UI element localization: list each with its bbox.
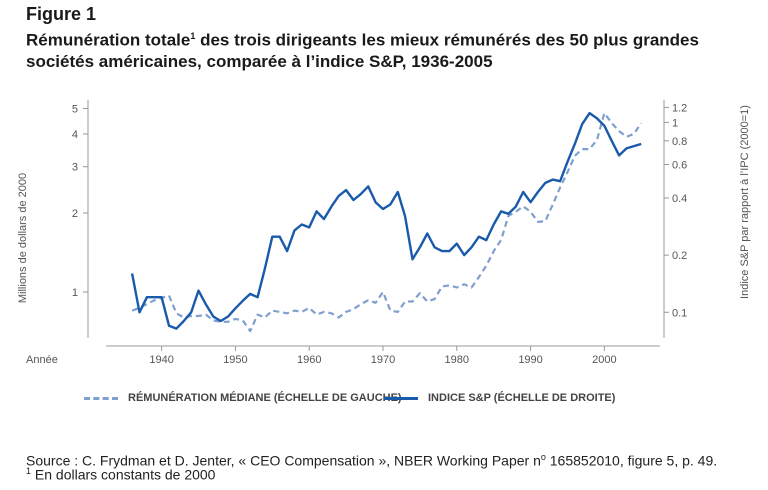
y-right-tick-label-1.2: 1.2 [672, 102, 687, 114]
y-right-tick-label-0.1: 0.1 [672, 307, 687, 319]
x-tick-label-1940: 1940 [149, 354, 173, 366]
source-part1: Source : C. Frydman et D. Jenter, « CEO … [26, 452, 541, 469]
title-part2: des trois dirigeants les mieux rémunérés… [26, 30, 699, 71]
legend-label-sp: INDICE S&P (ÉCHELLE DE DROITE) [428, 392, 616, 404]
legend-item-median: RÉMUNÉRATION MÉDIANE (ÉCHELLE DE GAUCHE) [84, 392, 402, 404]
figure-title: Rémunération totale1 des trois dirigeant… [26, 26, 746, 72]
legend-swatch-solid [384, 396, 418, 400]
x-tick-label-1960: 1960 [297, 354, 321, 366]
title-footnote-marker: 1 [190, 31, 196, 41]
axes: 1940 1950 1960 1970 1980 1990 2000 Année 1 2 3 4 5 0.… [26, 100, 687, 366]
series-layer [130, 111, 643, 333]
y-right-tick-label-0.4: 0.4 [672, 193, 687, 205]
line-chart: 1940 1950 1960 1970 1980 1990 2000 Année 1 2 3 4 5 0.… [26, 100, 687, 366]
x-tick-label-2000: 2000 [592, 354, 616, 366]
series-line-median [131, 111, 643, 333]
y-left-tick-label-3: 3 [72, 162, 78, 174]
y-right-tick-label-1: 1 [672, 117, 678, 129]
legend-item-sp: INDICE S&P (ÉCHELLE DE DROITE) [384, 392, 615, 404]
title-part1: Rémunération totale [26, 30, 191, 50]
figure-label: Figure 1 [26, 4, 97, 24]
footnote: 1 En dollars constants de 2000 [26, 466, 215, 483]
x-axis-label: Année [26, 354, 58, 366]
y-right-tick-label-0.6: 0.6 [672, 160, 687, 172]
footnote-marker: 1 [26, 466, 32, 476]
legend-label-median: RÉMUNÉRATION MÉDIANE (ÉCHELLE DE GAUCHE) [128, 392, 402, 404]
y-axis-right-label: Indice S&P par rapport à l’IPC (2000=1) [738, 105, 751, 299]
x-tick-label-1970: 1970 [371, 354, 395, 366]
y-left-tick-label-5: 5 [72, 103, 78, 115]
y-right-tick-label-0.2: 0.2 [672, 250, 687, 262]
y-left-tick-label-2: 2 [72, 208, 78, 220]
footnote-text: En dollars constants de 2000 [31, 466, 216, 483]
source-part2: 165852010, figure 5, p. 49. [545, 452, 718, 469]
source-note: Source : C. Frydman et D. Jenter, « CEO … [26, 448, 717, 470]
y-axis-left-label: Millions de dollars de 2000 [17, 172, 30, 304]
source-sup: o [540, 452, 546, 462]
y-left-tick-label-1: 1 [72, 287, 78, 299]
legend-swatch-dashed [84, 396, 118, 400]
x-tick-label-1950: 1950 [223, 354, 247, 366]
x-tick-label-1990: 1990 [518, 354, 542, 366]
series-line-sp [130, 111, 642, 330]
y-right-tick-label-0.8: 0.8 [672, 136, 687, 148]
x-tick-label-1980: 1980 [445, 354, 469, 366]
y-left-tick-label-4: 4 [72, 129, 78, 141]
